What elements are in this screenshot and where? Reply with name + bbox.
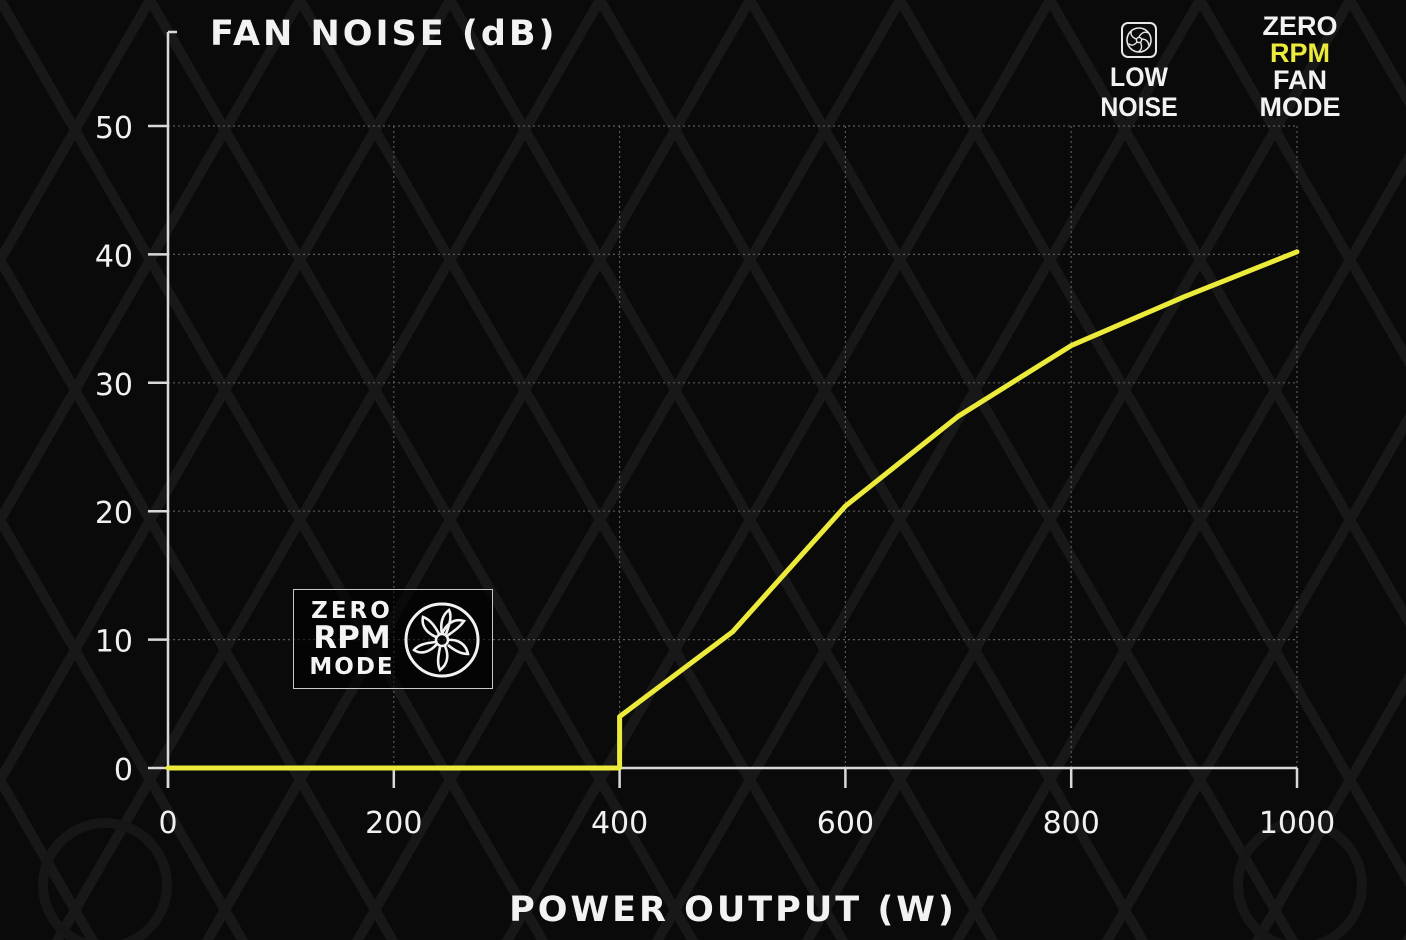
y-tick-label: 0 bbox=[114, 753, 133, 788]
badge-mode-label: MODE bbox=[309, 654, 395, 680]
fan-icon bbox=[1121, 22, 1157, 58]
badge-text: ZERO RPM MODE bbox=[306, 599, 398, 680]
y-tick-label: 10 bbox=[95, 625, 133, 660]
x-tick-label: 600 bbox=[817, 806, 874, 841]
legend-zero-rpm-fan-mode: ZERO RPM FAN MODE bbox=[1232, 13, 1368, 121]
legend-zero-label: ZERO bbox=[1262, 11, 1338, 41]
legend-rpm-label: RPM bbox=[1270, 38, 1330, 68]
badge-zero-label: ZERO bbox=[311, 598, 393, 624]
x-axis-title: POWER OUTPUT (W) bbox=[509, 890, 957, 930]
chart-title: FAN NOISE (dB) bbox=[210, 14, 558, 54]
x-tick-label: 0 bbox=[158, 806, 177, 841]
fan-noise-series-line bbox=[165, 249, 1300, 771]
x-tick-label: 200 bbox=[365, 806, 422, 841]
legend-low-noise: LOW NOISE bbox=[1068, 22, 1210, 122]
y-tick-label: 30 bbox=[95, 368, 133, 403]
legend-fan-mode-label: FAN MODE bbox=[1259, 65, 1341, 122]
x-tick-label: 400 bbox=[591, 806, 648, 841]
x-tick-label: 1000 bbox=[1259, 806, 1335, 841]
y-tick-label: 40 bbox=[95, 239, 133, 274]
badge-rpm-label: RPM bbox=[313, 620, 391, 656]
fan-icon bbox=[404, 602, 480, 678]
legend-low-noise-label: LOW NOISE bbox=[1100, 62, 1178, 122]
y-tick-label: 50 bbox=[95, 111, 133, 146]
zero-rpm-mode-badge: ZERO RPM MODE bbox=[293, 589, 493, 689]
y-tick-label: 20 bbox=[95, 496, 133, 531]
x-tick-label: 800 bbox=[1043, 806, 1100, 841]
